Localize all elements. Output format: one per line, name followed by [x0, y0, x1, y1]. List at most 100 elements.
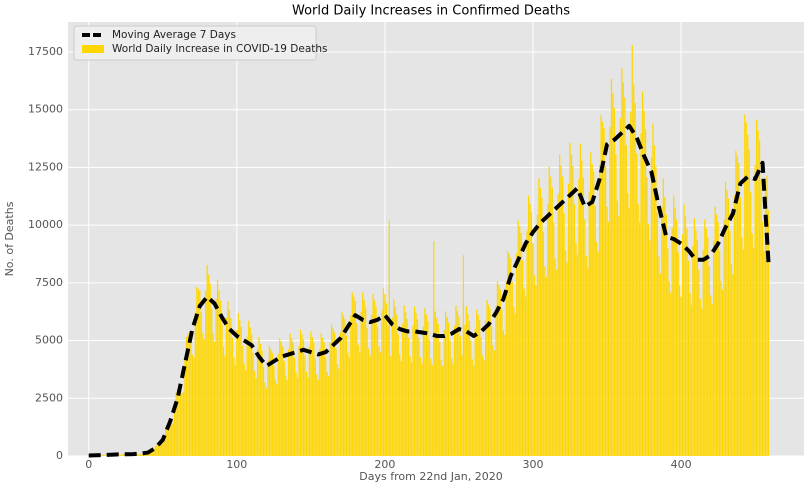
bar — [184, 359, 186, 456]
bar — [514, 313, 516, 456]
bar — [335, 348, 337, 456]
x-tick-label: 200 — [374, 458, 395, 471]
y-tick-label: 2500 — [35, 391, 63, 404]
bar — [336, 364, 339, 456]
bar — [572, 166, 574, 457]
bar — [747, 134, 749, 456]
bar — [227, 300, 229, 456]
bar — [308, 346, 311, 456]
bar — [604, 166, 607, 457]
bar — [674, 207, 676, 456]
bar — [702, 249, 704, 456]
bar — [690, 304, 693, 456]
x-axis-label: Days from 22nd Jan, 2020 — [359, 470, 502, 483]
bar — [504, 334, 506, 456]
bar — [681, 234, 684, 456]
bar — [274, 379, 276, 456]
bar — [123, 454, 125, 456]
bar — [178, 384, 180, 456]
bar — [369, 355, 371, 456]
bar — [523, 288, 525, 456]
bar — [216, 279, 219, 456]
bar — [301, 334, 303, 456]
bar — [402, 323, 404, 456]
bar — [119, 454, 121, 456]
bar — [593, 171, 595, 456]
bar — [384, 294, 386, 456]
bar — [665, 214, 667, 456]
bar — [304, 355, 306, 456]
bar — [191, 354, 194, 456]
bar — [425, 314, 428, 456]
bar — [376, 326, 379, 456]
bar — [181, 393, 183, 456]
bar — [172, 423, 174, 456]
bar — [655, 166, 657, 457]
bar — [136, 453, 139, 456]
bar — [536, 215, 539, 456]
bar — [486, 299, 488, 456]
bar — [684, 216, 687, 456]
bar — [638, 222, 641, 456]
bar — [433, 241, 435, 456]
bar — [560, 165, 562, 456]
bar — [511, 281, 513, 456]
bar — [482, 355, 484, 456]
bar — [431, 364, 433, 456]
bar — [585, 255, 587, 456]
y-tick-label: 10000 — [28, 218, 63, 231]
bar — [597, 251, 599, 456]
bar — [393, 299, 395, 456]
bar — [742, 249, 744, 456]
bar — [619, 118, 621, 456]
bar — [243, 363, 245, 456]
bar — [473, 365, 475, 456]
bar — [613, 108, 616, 456]
bar — [102, 454, 105, 456]
bar — [153, 448, 155, 456]
bar — [474, 328, 476, 456]
bar — [338, 368, 340, 456]
bar — [194, 312, 196, 456]
bar — [193, 357, 195, 456]
y-tick-label: 0 — [56, 449, 63, 462]
bar — [708, 266, 710, 456]
bar — [242, 345, 244, 456]
bar — [526, 230, 528, 456]
bar — [370, 314, 373, 456]
bar — [757, 129, 759, 456]
bar — [365, 307, 367, 456]
bar — [484, 320, 487, 456]
bar — [330, 324, 333, 456]
bar — [659, 273, 661, 456]
bar — [205, 290, 207, 456]
y-tick-label: 15000 — [28, 103, 63, 116]
bar — [587, 267, 589, 456]
bar — [677, 252, 679, 456]
bar — [730, 264, 733, 456]
bar — [264, 382, 266, 456]
bar — [387, 325, 389, 456]
bar — [714, 206, 716, 456]
bar — [462, 255, 465, 456]
bar — [507, 251, 509, 456]
bar — [630, 111, 632, 457]
bar — [285, 375, 287, 456]
bar — [539, 187, 542, 456]
bar — [240, 327, 242, 456]
bar — [122, 454, 124, 456]
bar — [295, 372, 297, 456]
bar — [551, 187, 553, 457]
bar — [581, 160, 583, 456]
bar — [610, 78, 613, 456]
bar — [427, 321, 429, 456]
chart-title: World Daily Increases in Confirmed Death… — [292, 4, 570, 19]
bar — [726, 189, 728, 456]
bar — [363, 299, 365, 456]
bar — [199, 290, 201, 456]
bar — [406, 318, 408, 456]
bar — [547, 203, 549, 456]
bar — [171, 424, 173, 456]
bar — [252, 352, 254, 456]
bar — [704, 219, 706, 456]
